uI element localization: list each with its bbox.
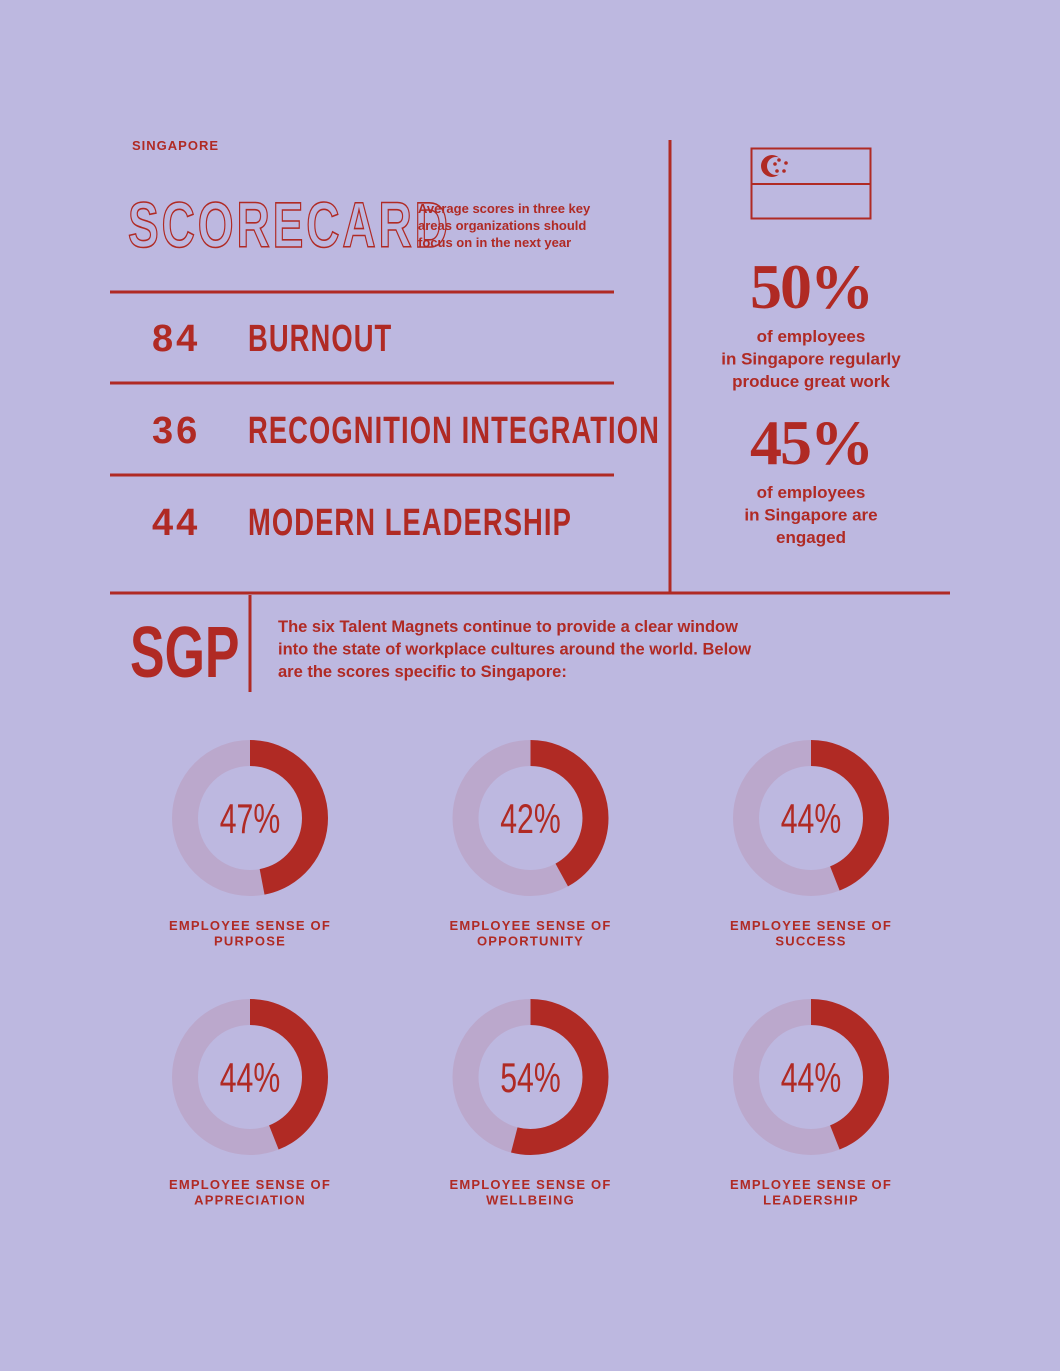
donut-caption: EMPLOYEE SENSE OF [450,918,612,933]
donut-arc [733,740,889,896]
donut-label: 54% [500,1054,561,1101]
donut-caption: EMPLOYEE SENSE OF [730,1177,892,1192]
donut-label: 44% [781,1054,842,1101]
donut-arc [172,740,328,896]
stat-caption: in Singapore regularly [721,350,901,369]
description: Average scores in three key [418,201,591,216]
score-label: RECOGNITION INTEGRATION [248,410,660,452]
donut-caption: APPRECIATION [194,1193,306,1208]
score-label: BURNOUT [248,318,392,360]
intro-text: are the scores specific to Singapore: [278,663,567,681]
donut-arc [172,999,328,1155]
score: 84 [152,318,200,360]
score: 36 [152,410,200,452]
stat-caption: produce great work [732,372,890,391]
donut-caption: PURPOSE [214,934,286,949]
stat-value: 50% [750,251,872,322]
donut-caption: EMPLOYEE SENSE OF [169,1177,331,1192]
donut-caption: EMPLOYEE SENSE OF [730,918,892,933]
donut-caption: EMPLOYEE SENSE OF [450,1177,612,1192]
stat-value: 45% [750,407,872,478]
donut-arc [733,999,889,1155]
region: SINGAPORE [132,138,219,153]
score-label: MODERN LEADERSHIP [248,502,572,544]
flag-star [775,169,779,173]
stat-caption: in Singapore are [744,506,877,525]
donut-label: 42% [500,795,561,842]
country-code: SGP [130,613,239,693]
flag [750,147,872,220]
donut-caption: LEADERSHIP [763,1193,859,1208]
donut-caption: EMPLOYEE SENSE OF [169,918,331,933]
intro-text: The six Talent Magnets continue to provi… [278,618,738,636]
donut-label: 44% [220,1054,281,1101]
flag-star [782,169,786,173]
flag-star [784,161,788,165]
intro-text: into the state of workplace cultures aro… [278,641,751,659]
title: SCORECARD [128,190,451,261]
donut-caption: SUCCESS [775,934,846,949]
flag-crescent-cut [767,157,785,175]
donut-arc [452,999,609,1155]
donut-label: 47% [220,795,281,842]
flag-star [773,162,777,166]
donut-caption: WELLBEING [486,1193,575,1208]
description: focus on in the next year [418,235,571,250]
description: areas organizations should [418,218,586,233]
stat-caption: engaged [776,528,846,547]
stat-caption: of employees [757,327,866,346]
donut-arc [452,740,609,896]
flag-star [777,158,781,162]
stat-caption: of employees [757,483,866,502]
donut-caption: OPPORTUNITY [477,934,584,949]
donut-label: 44% [781,795,842,842]
score: 44 [152,502,200,544]
